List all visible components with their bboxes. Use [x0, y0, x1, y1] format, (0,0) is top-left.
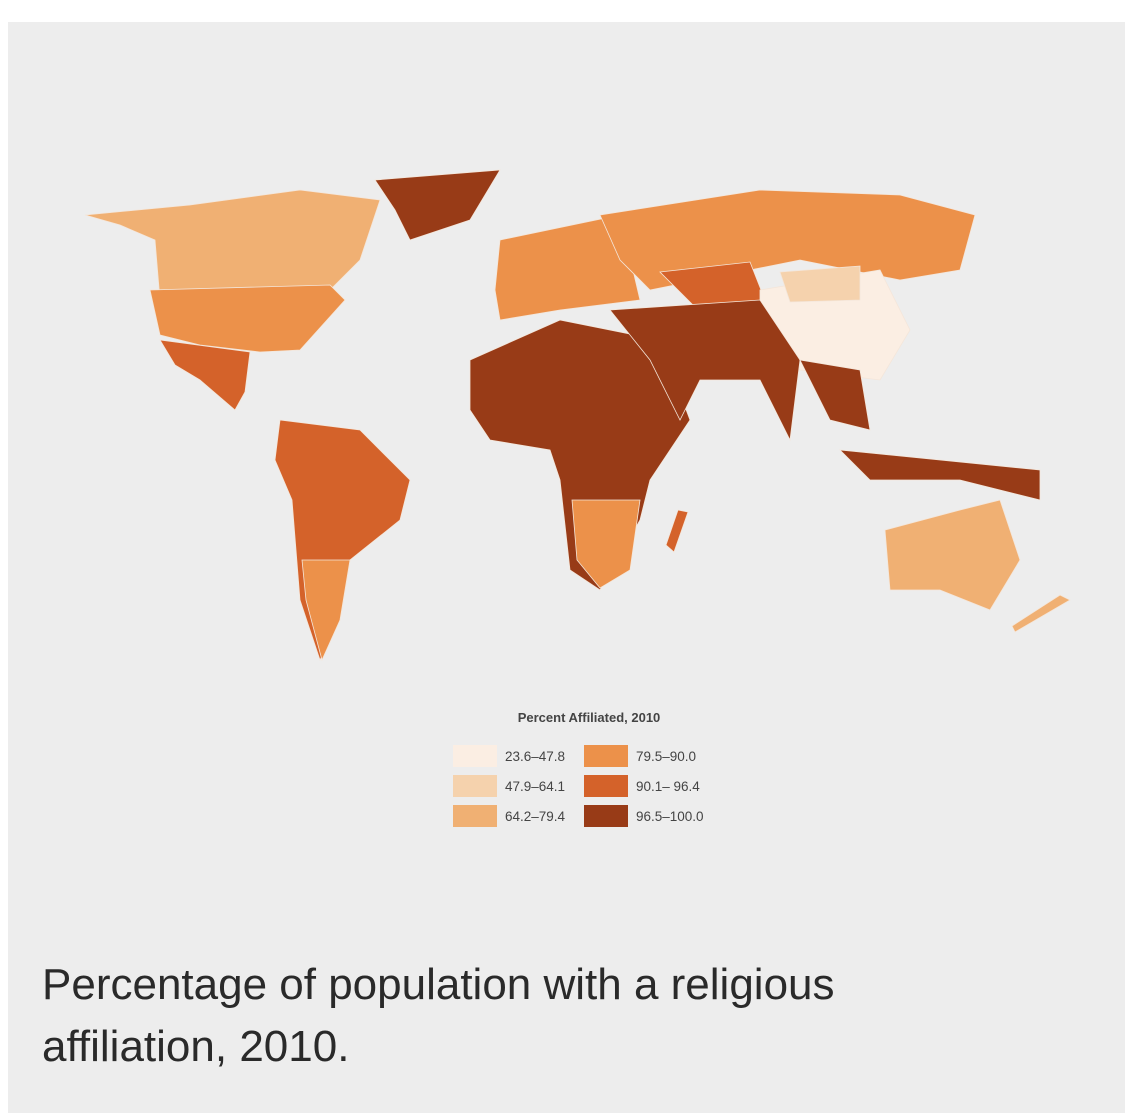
- region: [599, 189, 976, 291]
- region: [838, 449, 1041, 501]
- legend-swatch: [584, 775, 628, 797]
- region: [665, 509, 689, 553]
- legend-label: 96.5–100.0: [636, 808, 704, 824]
- legend-item: 23.6–47.8: [453, 745, 565, 767]
- region: [274, 419, 411, 662]
- region: [779, 265, 861, 303]
- legend-swatch: [453, 745, 497, 767]
- region: [374, 169, 501, 241]
- legend-item: 79.5–90.0: [584, 745, 696, 767]
- legend-label: 79.5–90.0: [636, 748, 697, 764]
- legend-swatch: [584, 805, 628, 827]
- legend-label: 23.6–47.8: [505, 748, 566, 764]
- legend-swatch: [453, 805, 497, 827]
- legend-item: 47.9–64.1: [453, 775, 565, 797]
- region: [159, 339, 251, 411]
- world-map: [84, 169, 1071, 662]
- region: [301, 559, 351, 662]
- legend-item: 96.5–100.0: [584, 805, 704, 827]
- legend-item: 64.2–79.4: [453, 805, 565, 827]
- region: [799, 359, 871, 431]
- legend-title: Percent Affiliated, 2010: [517, 710, 661, 725]
- region: [884, 499, 1021, 611]
- legend-swatch: [584, 745, 628, 767]
- legend-label: 47.9–64.1: [505, 778, 566, 794]
- legend-item: 90.1– 96.4: [584, 775, 700, 797]
- caption: Percentage of population with a religiou…: [42, 960, 835, 1071]
- legend-swatch: [453, 775, 497, 797]
- figure-panel: Percent Affiliated, 2010 23.6–47.8 47.9–6…: [8, 22, 1125, 1113]
- region: [149, 284, 346, 353]
- region: [84, 189, 381, 301]
- region: [571, 499, 641, 589]
- legend-label: 64.2–79.4: [505, 808, 566, 824]
- legend-label: 90.1– 96.4: [636, 778, 700, 794]
- region: [609, 299, 801, 442]
- region: [1011, 594, 1071, 633]
